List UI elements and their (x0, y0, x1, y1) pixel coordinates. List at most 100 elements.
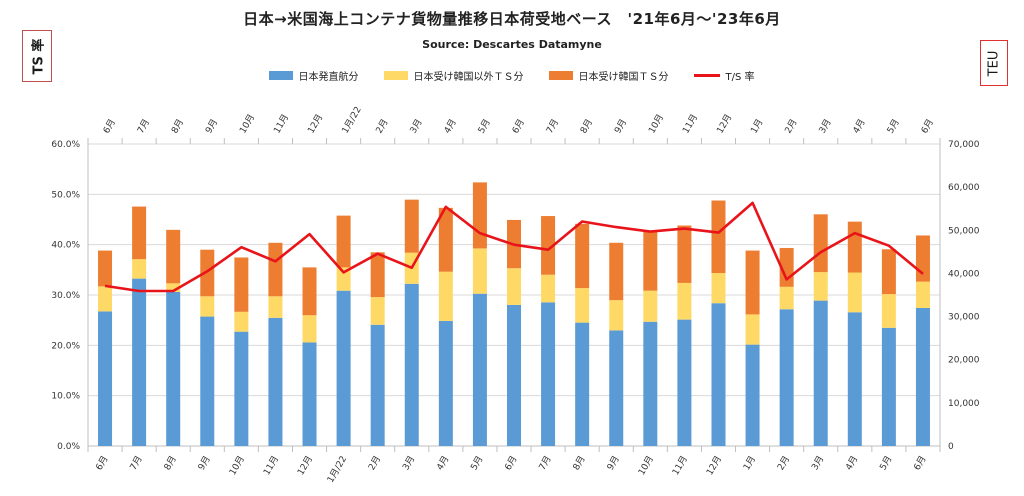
bar-korea-ts (881, 249, 896, 295)
x-top-category-label: 9月 (612, 117, 629, 135)
bar-non-korea-ts (745, 314, 760, 345)
x-category-label: 12月 (704, 454, 724, 477)
bar-korea-ts (575, 223, 590, 289)
chart-subtitle: Source: Descartes Datamyne (422, 38, 602, 51)
bar-korea-ts (677, 225, 692, 283)
bar-non-korea-ts (438, 271, 453, 321)
x-top-category-label: 12月 (715, 112, 735, 135)
bar-direct (711, 303, 726, 446)
bar-non-korea-ts (132, 259, 147, 279)
bar-korea-ts (813, 214, 828, 273)
left-axis-tick-label: 20.0% (51, 341, 80, 351)
x-top-category-label: 1月 (749, 117, 766, 135)
bar-direct (370, 324, 385, 446)
x-top-category-label: 5月 (476, 117, 493, 135)
bar-non-korea-ts (472, 248, 487, 294)
bar-direct (575, 322, 590, 446)
bar-non-korea-ts (711, 272, 726, 304)
x-category-label: 10月 (636, 454, 656, 477)
bar-korea-ts (336, 215, 351, 268)
x-category-label: 2月 (775, 454, 792, 472)
right-axis-badge: TEU (980, 40, 1008, 86)
legend-label-non-korea-ts: 日本受け韓国以外ＴＳ分 (413, 72, 524, 83)
bar-non-korea-ts (813, 272, 828, 301)
bar-non-korea-ts (779, 286, 794, 310)
x-top-category-label: 8月 (169, 117, 186, 135)
left-axis-tick-label: 40.0% (51, 241, 80, 251)
bar-direct (132, 278, 147, 446)
bar-korea-ts (234, 257, 249, 312)
bar-korea-ts (847, 221, 862, 273)
legend-item-korea-ts: 日本受け韓国ＴＳ分 (549, 68, 668, 83)
bar-korea-ts (268, 242, 283, 297)
x-top-category-label: 6月 (101, 117, 118, 135)
bar-korea-ts (200, 249, 215, 297)
right-axis-tick-label: 10,000 (948, 399, 980, 409)
bar-direct (677, 319, 692, 446)
bar-direct (268, 317, 283, 446)
x-top-category-label: 6月 (919, 117, 936, 135)
legend-swatch-ts-rate (694, 74, 721, 77)
x-top-category-label: 11月 (272, 112, 292, 135)
left-axis-tick-label: 50.0% (51, 190, 80, 200)
bar-non-korea-ts (847, 272, 862, 313)
bar-korea-ts (745, 250, 760, 315)
x-category-label: 7月 (537, 454, 554, 472)
legend-item-direct: 日本発直航分 (269, 68, 358, 83)
bar-non-korea-ts (370, 297, 385, 325)
bar-korea-ts (711, 200, 726, 273)
bar-non-korea-ts (507, 268, 521, 305)
bar-direct (302, 342, 317, 446)
x-category-label: 5月 (469, 454, 486, 472)
bar-direct (472, 293, 487, 446)
legend-swatch-non-korea-ts (384, 71, 409, 80)
bar-non-korea-ts (268, 296, 283, 318)
legend-swatch-korea-ts (549, 71, 574, 80)
bar-direct (813, 300, 828, 446)
x-top-category-label: 3月 (817, 117, 834, 135)
left-axis-tick-label: 30.0% (51, 291, 80, 301)
bar-non-korea-ts (575, 288, 590, 323)
x-top-category-label: 4月 (851, 117, 868, 135)
bar-korea-ts (915, 235, 930, 282)
bar-non-korea-ts (541, 274, 556, 303)
legend-swatch-direct (269, 71, 294, 80)
left-axis-badge: TS 率 (22, 30, 52, 82)
x-top-category-label: 3月 (408, 117, 425, 135)
bar-non-korea-ts (609, 300, 624, 331)
bar-korea-ts (166, 229, 181, 284)
right-axis-tick-label: 20,000 (948, 356, 980, 366)
x-category-label: 6月 (912, 454, 929, 472)
bar-korea-ts (609, 242, 624, 301)
bar-direct (745, 344, 760, 446)
x-category-label: 1月/22 (325, 454, 349, 485)
bar-direct (166, 291, 181, 446)
right-axis-tick-label: 30,000 (948, 313, 980, 323)
legend-label-direct: 日本発直航分 (298, 72, 359, 83)
x-category-label: 3月 (400, 454, 417, 472)
x-category-label: 11月 (261, 454, 281, 477)
bar-direct (404, 283, 419, 446)
x-category-label: 3月 (809, 454, 826, 472)
bar-non-korea-ts (336, 267, 351, 291)
x-top-category-label: 5月 (885, 117, 902, 135)
bar-non-korea-ts (881, 294, 896, 328)
bar-non-korea-ts (166, 283, 181, 292)
x-top-category-label: 12月 (306, 112, 326, 135)
x-category-label: 10月 (227, 454, 247, 477)
bar-non-korea-ts (98, 286, 113, 312)
bar-direct (881, 327, 896, 446)
bar-direct (609, 330, 624, 446)
x-top-category-label: 2月 (783, 117, 800, 135)
bar-direct (507, 304, 521, 446)
x-category-label: 6月 (94, 454, 111, 472)
bar-direct (643, 321, 658, 446)
x-category-label: 7月 (128, 454, 145, 472)
bar-direct (541, 302, 556, 446)
bar-direct (98, 311, 113, 446)
legend-label-korea-ts: 日本受け韓国ＴＳ分 (578, 72, 669, 83)
x-category-label: 11月 (670, 454, 690, 477)
bar-korea-ts (643, 232, 658, 291)
chart-title: 日本→米国海上コンテナ貨物量推移日本荷受地ベース '21年6月～'23年6月 (243, 10, 781, 28)
